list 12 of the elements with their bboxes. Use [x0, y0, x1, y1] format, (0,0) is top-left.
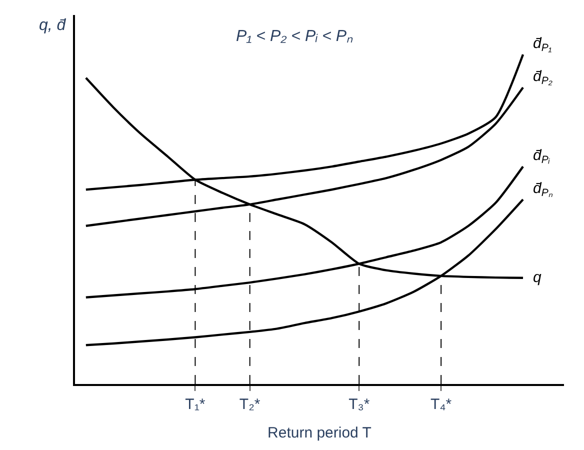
series-label: d̄$_{P₁}$ — [533, 35, 552, 54]
x-tick-label: T₂* — [239, 396, 260, 413]
x-tick-label: T₄* — [430, 396, 452, 413]
text: P₁ < P₂ < Pᵢ < Pₙ — [236, 28, 354, 45]
y-axis-title: q, d̄ — [39, 17, 67, 34]
series-label: d̄$_{P₂}$ — [533, 68, 552, 88]
x-tick-label: T₃* — [348, 396, 370, 413]
series-label: q — [533, 269, 542, 286]
series-label: d̄$_{Pₙ}$ — [533, 180, 554, 200]
series-label: d̄$_{Pᵢ}$ — [533, 147, 550, 166]
x-tick-label: T₁* — [185, 396, 206, 413]
x-axis-title: Return period T — [268, 424, 372, 442]
